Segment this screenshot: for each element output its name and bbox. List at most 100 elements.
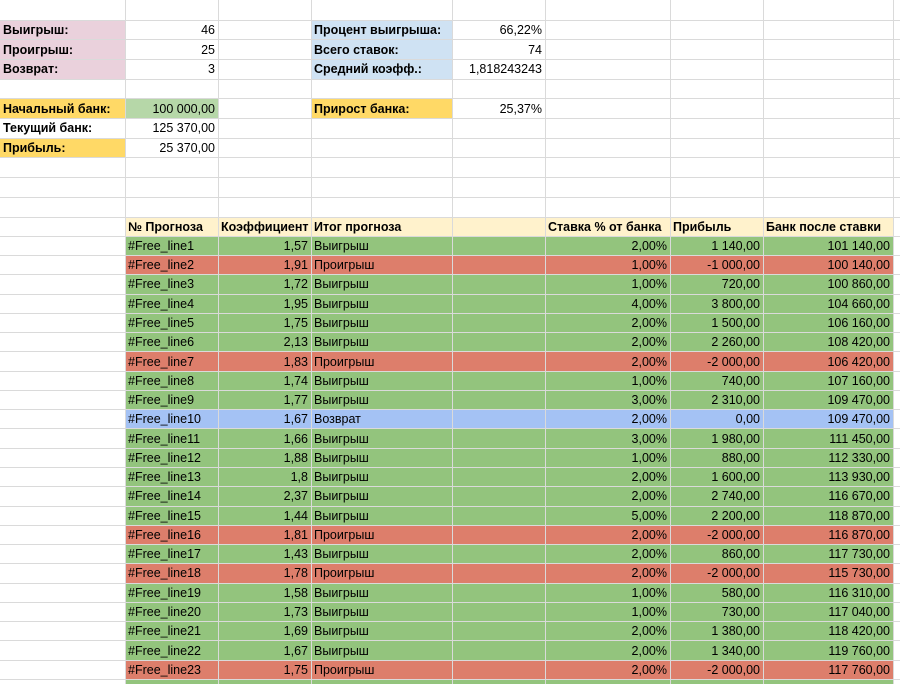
table-cell: 116 310,00 bbox=[828, 585, 890, 600]
cell-fill bbox=[125, 544, 893, 564]
row-line bbox=[0, 274, 900, 276]
table-cell: 2 260,00 bbox=[711, 335, 760, 350]
table-cell: 117 730,00 bbox=[828, 547, 890, 562]
table-cell: 1 500,00 bbox=[711, 315, 760, 330]
table-cell: Выигрыш bbox=[314, 489, 369, 504]
row-line bbox=[0, 157, 900, 159]
cell-fill bbox=[311, 98, 452, 119]
table-cell: Выигрыш bbox=[314, 450, 369, 465]
table-cell: 109 470,00 bbox=[827, 393, 890, 408]
table-cell: 1 980,00 bbox=[711, 431, 760, 446]
value: 25 bbox=[201, 42, 215, 57]
table-cell: 1,66 bbox=[283, 431, 308, 446]
cell-fill bbox=[311, 39, 452, 60]
table-cell: 720,00 bbox=[721, 277, 760, 292]
row-line bbox=[0, 255, 900, 257]
table-cell: -1 000,00 bbox=[707, 258, 760, 273]
header-cell: Итог прогноза bbox=[314, 219, 402, 234]
table-cell: 2,00% bbox=[631, 547, 667, 562]
label: Начальный банк: bbox=[3, 101, 111, 116]
table-cell: Выигрыш bbox=[314, 605, 369, 620]
table-cell: Выигрыш bbox=[314, 624, 369, 639]
table-cell: 2 740,00 bbox=[711, 489, 760, 504]
table-cell: 1 380,00 bbox=[711, 624, 760, 639]
row-line bbox=[0, 659, 900, 661]
table-cell: Выигрыш bbox=[314, 393, 369, 408]
cell-fill bbox=[0, 20, 125, 40]
table-cell: Выигрыш bbox=[314, 508, 369, 523]
table-cell: #Free_line20 bbox=[128, 605, 201, 620]
table-cell: Выигрыш bbox=[314, 585, 369, 600]
value: 125 370,00 bbox=[152, 121, 215, 136]
table-cell: #Free_line23 bbox=[128, 662, 201, 677]
row-line bbox=[0, 293, 900, 295]
value: 100 000,00 bbox=[152, 101, 215, 116]
table-cell: 740,00 bbox=[721, 373, 760, 388]
table-cell: 3 800,00 bbox=[711, 296, 760, 311]
table-cell: Выигрыш bbox=[314, 315, 369, 330]
table-cell: #Free_line13 bbox=[128, 470, 201, 485]
row-line bbox=[0, 467, 900, 468]
col-line bbox=[451, 0, 453, 684]
header-cell: Прибыль bbox=[673, 219, 732, 234]
cell-fill bbox=[125, 467, 893, 487]
table-cell: 1 600,00 bbox=[711, 470, 760, 485]
label: Процент выигрыша: bbox=[314, 22, 442, 37]
cell-fill bbox=[125, 621, 893, 641]
row-line bbox=[0, 601, 900, 603]
table-cell: 1,00% bbox=[631, 373, 667, 388]
table-cell: 1,73 bbox=[283, 605, 308, 620]
col-line bbox=[310, 0, 312, 684]
table-cell: #Free_line6 bbox=[128, 335, 195, 350]
table-cell: 2,37 bbox=[283, 489, 308, 504]
cell-fill bbox=[125, 583, 893, 603]
cell-fill bbox=[0, 98, 125, 119]
table-cell: 101 140,00 bbox=[827, 238, 890, 253]
label: Средний коэфф.: bbox=[314, 62, 422, 77]
table-cell: 1 340,00 bbox=[711, 643, 760, 658]
cell-fill bbox=[125, 660, 893, 680]
col-line bbox=[124, 0, 126, 684]
table-cell: 1,67 bbox=[283, 643, 308, 658]
cell-fill bbox=[125, 486, 893, 507]
table-cell: 118 420,00 bbox=[828, 624, 890, 639]
table-cell: 1,75 bbox=[283, 315, 308, 330]
label: Текущий банк: bbox=[3, 121, 93, 136]
table-cell: 2,00% bbox=[631, 489, 667, 504]
cell-fill bbox=[125, 217, 893, 237]
cell-fill bbox=[125, 236, 893, 256]
table-cell: 1,83 bbox=[283, 354, 308, 369]
row-line bbox=[0, 177, 900, 179]
table-cell: 100 860,00 bbox=[827, 277, 890, 292]
row-line bbox=[0, 312, 900, 314]
cell-fill bbox=[0, 39, 125, 60]
row-line bbox=[0, 563, 900, 565]
table-cell: 1,88 bbox=[283, 450, 308, 465]
table-cell: 1,57 bbox=[283, 238, 308, 253]
table-cell: 3,00% bbox=[631, 393, 667, 408]
cell-fill bbox=[0, 138, 125, 158]
col-line bbox=[217, 0, 219, 684]
table-cell: 5,00% bbox=[631, 508, 667, 523]
table-cell: 1,67 bbox=[283, 412, 308, 427]
table-cell: 1,00% bbox=[631, 605, 667, 620]
table-cell: 1,78 bbox=[283, 566, 308, 581]
table-cell: 109 470,00 bbox=[827, 412, 890, 427]
row-line bbox=[0, 332, 900, 334]
table-cell: 117 760,00 bbox=[828, 662, 890, 677]
table-cell: 106 420,00 bbox=[827, 354, 890, 369]
table-cell: #Free_line18 bbox=[128, 566, 201, 581]
cell-fill bbox=[125, 428, 893, 449]
row-line bbox=[0, 409, 900, 411]
table-cell: 106 160,00 bbox=[827, 315, 890, 330]
cell-fill bbox=[125, 332, 893, 352]
table-cell: Выигрыш bbox=[314, 335, 369, 350]
table-cell: 3,00% bbox=[631, 431, 667, 446]
cell-fill bbox=[125, 98, 218, 119]
table-cell: 730,00 bbox=[721, 605, 760, 620]
table-cell: 1,91 bbox=[283, 258, 308, 273]
table-cell: 860,00 bbox=[721, 547, 760, 562]
table-cell: #Free_line11 bbox=[128, 431, 201, 446]
table-cell: #Free_line9 bbox=[128, 393, 195, 408]
